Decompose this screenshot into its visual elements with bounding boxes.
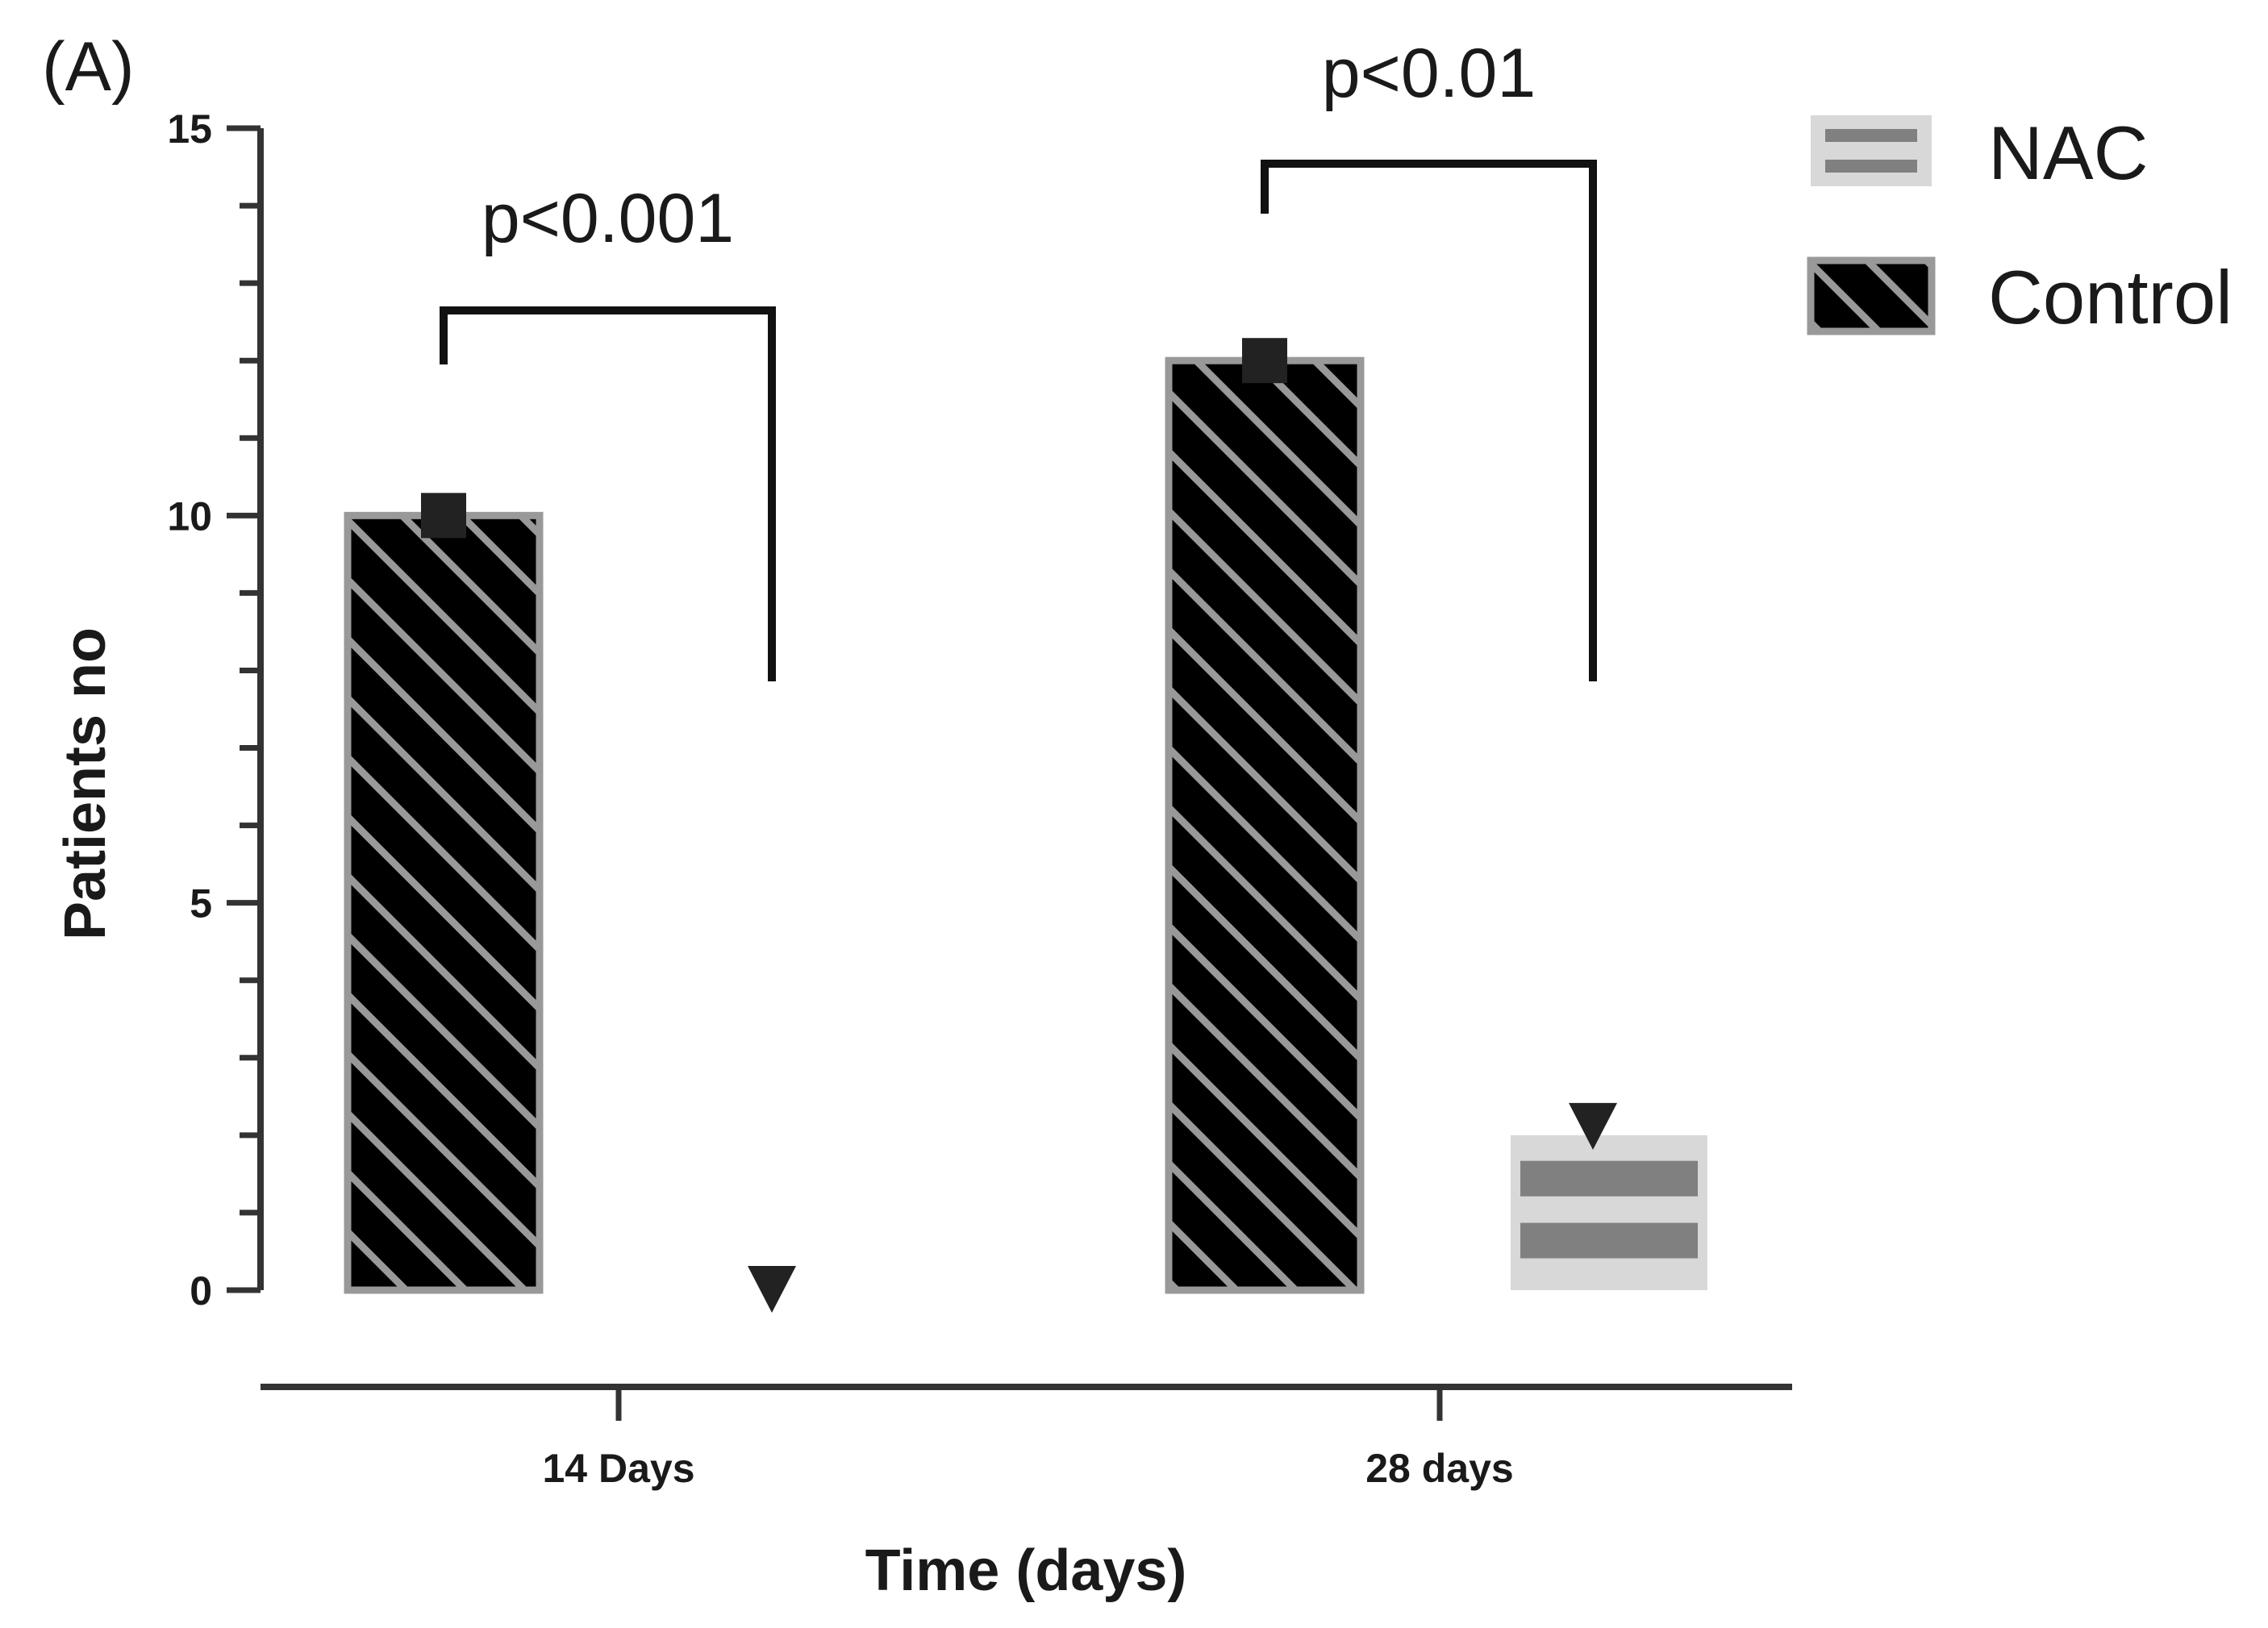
- y-tick-label: 15: [167, 106, 212, 152]
- legend-item-control: Control: [1807, 255, 2233, 339]
- bar-control: [344, 511, 544, 1294]
- bars: [344, 356, 1707, 1294]
- y-axis: 0 5 10 15: [167, 106, 264, 1314]
- panel-label: (A): [42, 28, 135, 106]
- legend-swatch-nac-stripe: [1825, 129, 1917, 142]
- marker-control: [421, 493, 466, 539]
- y-tick-label: 10: [167, 493, 212, 539]
- x-tick-label: 28 days: [1365, 1446, 1513, 1491]
- marker-control: [1242, 338, 1287, 384]
- marker-nac: [1569, 1102, 1617, 1150]
- legend-swatch-control: [1807, 256, 1936, 335]
- legend-label-nac: NAC: [1988, 110, 2148, 195]
- bar-nac-fill: [1511, 1135, 1707, 1290]
- bar-nac-stripe: [1520, 1160, 1698, 1197]
- legend-swatch-nac: [1811, 115, 1932, 186]
- significance-label: p<0.01: [1322, 35, 1536, 112]
- x-axis-title: Time (days): [865, 1538, 1187, 1603]
- y-axis-title: Patients no: [53, 627, 118, 940]
- x-axis: 14 Days 28 days: [261, 1384, 1792, 1491]
- significance-label: p<0.001: [482, 180, 734, 257]
- legend-swatch-nac-stripe: [1825, 160, 1917, 173]
- markers: [421, 338, 1617, 1313]
- legend-label-control: Control: [1988, 255, 2233, 339]
- legend: NAC Control: [1807, 110, 2233, 339]
- marker-nac: [748, 1266, 796, 1313]
- x-tick-label: 14 Days: [542, 1446, 694, 1491]
- y-tick-label: 5: [190, 881, 212, 926]
- bar-nac-stripe: [1520, 1222, 1698, 1259]
- significance-bracket: [1261, 160, 1597, 681]
- bar-control: [1165, 356, 1365, 1294]
- y-tick-label: 0: [190, 1268, 212, 1314]
- bar-nac: [1511, 1135, 1707, 1290]
- significance-brackets: p<0.001 p<0.01: [440, 35, 1597, 681]
- legend-item-nac: NAC: [1811, 110, 2148, 195]
- significance-bracket: [440, 306, 776, 681]
